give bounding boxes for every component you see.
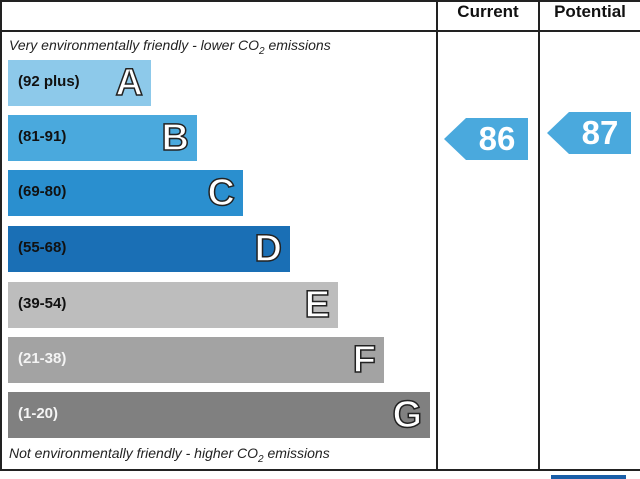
band-letter: B [161,116,190,160]
potential-rating-arrow: 87 [547,112,631,154]
divider-potential [538,0,540,471]
header-current: Current [457,2,519,21]
band-letter: E [304,283,331,327]
subscript: 2 [259,45,265,57]
band-letter: A [115,61,144,105]
band-range: (1-20) [18,405,59,422]
band-bar-b: (81-91) B [8,115,197,161]
border-top [0,0,640,2]
note-suffix: emissions [263,445,330,461]
band-letter: C [207,171,236,215]
band-range: (92 plus) [18,73,80,90]
potential-rating-value: 87 [581,114,619,151]
top-note: Very environmentally friendly - lower CO… [9,37,331,57]
divider-current [436,0,438,471]
band-range: (69-80) [18,183,67,200]
note-suffix: emissions [264,37,331,53]
top-note-text: Very environmentally friendly - lower CO [9,37,260,53]
border-bottom [0,469,640,471]
band-range: (55-68) [18,239,67,256]
subscript: 2 [258,453,264,465]
header-potential: Potential [554,2,626,21]
band-bar-d: (55-68) D [8,226,290,272]
band-bar-e: (39-54) E [8,282,338,328]
footer-blue-element [551,475,626,479]
bottom-note: Not environmentally friendly - higher CO… [9,445,330,465]
band-letter: G [392,393,423,437]
bottom-note-text: Not environmentally friendly - higher CO [9,445,258,461]
band-range: (21-38) [18,350,67,367]
band-letter: F [352,338,377,382]
band-bar-a: (92 plus) A [8,60,151,106]
band-bar-c: (69-80) C [8,170,243,216]
band-range: (39-54) [18,295,67,312]
band-range: (81-91) [18,128,67,145]
current-rating-value: 86 [478,120,516,157]
current-rating-arrow: 86 [444,118,528,160]
header-divider [0,30,640,32]
band-bar-f: (21-38) F [8,337,384,383]
band-bar-g: (1-20) G [8,392,430,438]
band-letter: D [254,227,283,271]
border-left [0,0,2,471]
